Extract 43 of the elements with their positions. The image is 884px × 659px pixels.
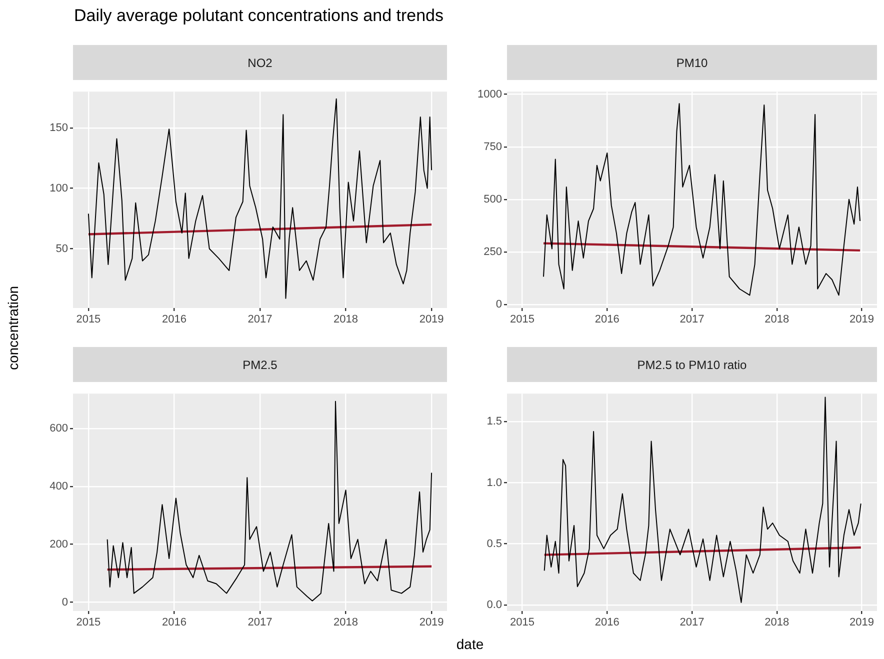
- y-tick-label: 600: [50, 422, 68, 434]
- y-tick-label: 1.0: [486, 476, 502, 489]
- x-axis-title: date: [455, 636, 485, 652]
- x-tick-label: 2018: [334, 314, 358, 326]
- x-tick-label: 2019: [849, 314, 874, 326]
- x-tick-label: 2016: [594, 616, 620, 629]
- y-tick-label: 150: [50, 122, 68, 134]
- x-tick-label: 2019: [419, 314, 444, 326]
- x-tick-label: 2017: [248, 616, 272, 629]
- y-tick-label: 1.5: [486, 416, 502, 428]
- y-tick-label: 250: [484, 246, 502, 258]
- x-tick-label: 2015: [510, 616, 535, 629]
- text: Daily average polutant concentrations and trends: [74, 6, 444, 26]
- x-tick-label: 2015: [76, 616, 101, 629]
- y-tick-label: 750: [484, 140, 502, 153]
- x-tick-label: 2017: [248, 314, 272, 326]
- chart-title: PM2.5: [73, 347, 447, 382]
- y-axis-title: concentration: [5, 284, 21, 372]
- y-tick-label: 200: [50, 538, 68, 550]
- y-tick-label: 100: [50, 182, 68, 194]
- y-tick-label: 0: [496, 298, 502, 310]
- x-tick-label: 2018: [334, 616, 358, 629]
- y-tick-label: 0.0: [486, 598, 502, 611]
- x-tick-label: 2016: [162, 616, 186, 629]
- y-tick-label: 500: [484, 193, 502, 206]
- x-tick-label: 2019: [849, 616, 874, 629]
- chart-title: NO2: [73, 45, 447, 80]
- x-tick-label: 2015: [76, 314, 101, 326]
- x-tick-label: 2015: [510, 314, 535, 326]
- x-tick-label: 2018: [764, 616, 790, 629]
- x-tick-label: 2016: [594, 314, 620, 326]
- y-tick-label: 0.5: [486, 538, 502, 550]
- x-tick-label: 2016: [162, 314, 186, 326]
- y-tick-label: 400: [50, 480, 68, 492]
- chart-title: PM10: [507, 45, 877, 80]
- x-tick-label: 2017: [680, 314, 704, 326]
- y-tick-label: 50: [56, 242, 68, 255]
- y-tick-label: 0: [62, 596, 68, 608]
- x-tick-label: 2019: [419, 616, 444, 629]
- y-tick-label: 1000: [478, 88, 502, 100]
- x-tick-label: 2018: [764, 314, 790, 326]
- x-tick-label: 2017: [680, 616, 704, 629]
- chart-title: PM2.5 to PM10 ratio: [507, 347, 877, 382]
